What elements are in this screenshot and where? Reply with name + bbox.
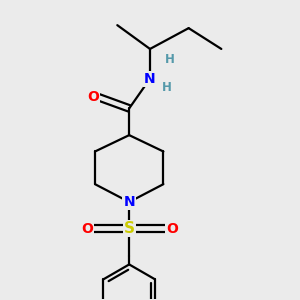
Text: S: S [124, 221, 135, 236]
Text: H: H [164, 53, 174, 66]
Text: N: N [144, 72, 156, 86]
Text: O: O [81, 222, 93, 236]
Text: O: O [166, 222, 178, 236]
Text: O: O [87, 89, 99, 103]
Text: N: N [123, 195, 135, 209]
Text: H: H [161, 81, 171, 94]
